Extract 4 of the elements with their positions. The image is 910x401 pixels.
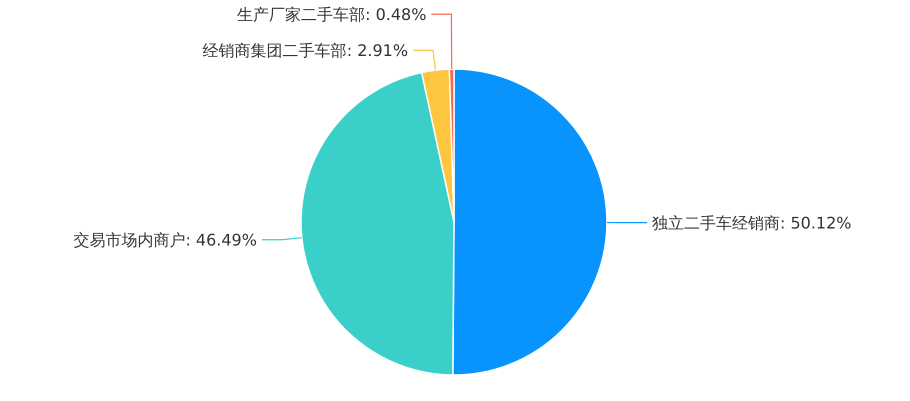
slice-label: 独立二手车经销商: 50.12% xyxy=(652,213,852,232)
slice-label: 交易市场内商户: 46.49% xyxy=(73,230,257,250)
slice-label: 经销商集团二手车部: 2.91% xyxy=(202,40,408,60)
slice-label: 生产厂家二手车部: 0.48% xyxy=(237,4,426,24)
